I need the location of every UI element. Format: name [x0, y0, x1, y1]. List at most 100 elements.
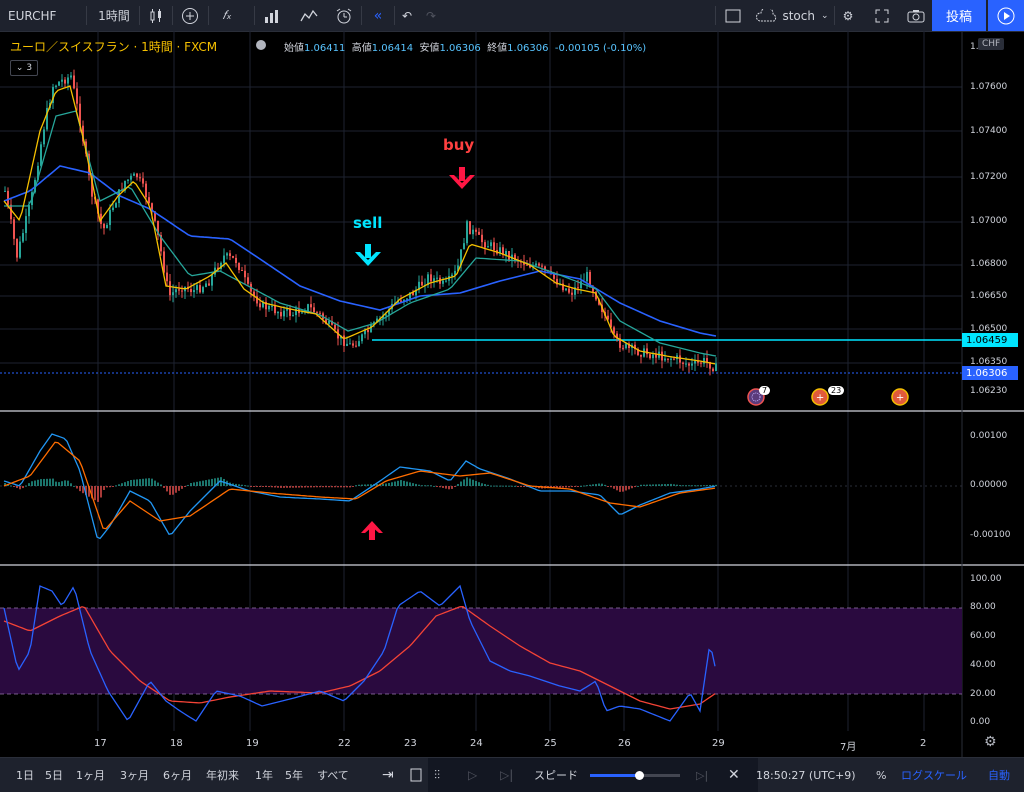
range-1d[interactable]: 1日: [16, 769, 34, 782]
candle-body: [475, 229, 477, 232]
macd-histogram-bar: [217, 477, 219, 486]
macd-histogram-bar: [277, 486, 279, 488]
candle-body: [262, 301, 264, 308]
undo-icon[interactable]: ↶: [401, 8, 413, 23]
event-icon[interactable]: +: [811, 388, 829, 406]
templates-icon[interactable]: [258, 0, 288, 31]
range-6m[interactable]: 6ヶ月: [163, 769, 192, 782]
settings-gear-icon[interactable]: ⚙: [984, 734, 997, 750]
macd-histogram-bar: [631, 486, 633, 489]
macd-histogram-bar: [679, 485, 681, 487]
candle-body: [97, 199, 99, 214]
candle-body: [196, 285, 198, 291]
macd-histogram-bar: [571, 486, 573, 488]
candle-body: [55, 85, 57, 88]
percent-toggle[interactable]: %: [876, 768, 887, 782]
log-scale-toggle[interactable]: ログスケール: [901, 769, 967, 782]
alert-clock-icon[interactable]: [330, 0, 358, 31]
indicators-icon[interactable]: 𝑓ₓ: [222, 8, 232, 22]
chart-legend-title[interactable]: ユーロ／スイスフラン · 1時間 · FXCM: [10, 38, 217, 55]
macd-histogram-bar: [391, 482, 393, 486]
range-ytd[interactable]: 年初来: [206, 769, 239, 782]
macd-histogram-bar: [646, 484, 648, 486]
macd-histogram-bar: [442, 486, 444, 488]
hide-series-icon[interactable]: [256, 40, 266, 50]
chart-canvas[interactable]: + +: [0, 31, 1024, 757]
macd-histogram-bar: [124, 482, 126, 486]
replay-select-icon[interactable]: ⫶⫶: [434, 767, 441, 782]
candle-body: [178, 289, 180, 291]
play-icon[interactable]: [988, 0, 1024, 31]
replay-play-icon[interactable]: ▷: [468, 768, 478, 782]
macd-histogram-bar: [310, 486, 312, 488]
layout-icon[interactable]: [720, 0, 746, 31]
range-3m[interactable]: 3ヶ月: [120, 769, 149, 782]
macd-histogram: [4, 477, 717, 502]
macd-histogram-bar: [637, 485, 639, 487]
macd-histogram-bar: [466, 477, 468, 486]
candle-body: [490, 242, 492, 247]
macd-histogram-bar: [322, 486, 324, 488]
range-5y[interactable]: 5年: [285, 769, 303, 782]
candle-body: [115, 203, 117, 208]
event-icon[interactable]: +: [891, 388, 909, 406]
macd-histogram-bar: [34, 480, 36, 486]
candle-body: [208, 283, 210, 286]
macd-histogram-bar: [565, 486, 567, 488]
replay-forward-icon[interactable]: ▷|: [696, 768, 709, 782]
macd-histogram-bar: [253, 486, 255, 487]
macd-histogram-bar: [145, 478, 147, 486]
symbol-button[interactable]: EURCHF: [8, 8, 57, 23]
replay-step-icon[interactable]: ▷|: [500, 768, 514, 782]
replay-box-icon[interactable]: [410, 758, 424, 792]
macd-histogram-bar: [703, 485, 705, 487]
macd-histogram-bar: [568, 486, 570, 488]
post-button[interactable]: 投稿: [932, 0, 986, 31]
macd-histogram-bar: [394, 481, 396, 486]
range-all[interactable]: すべて: [317, 769, 349, 782]
price-axis-label: 1.07400: [970, 126, 1008, 136]
macd-histogram-bar: [496, 485, 498, 487]
clock-time[interactable]: 18:50:27 (UTC+9): [756, 768, 856, 782]
range-5d[interactable]: 5日: [45, 769, 63, 782]
macd-histogram-bar: [58, 482, 60, 486]
candle-body: [91, 175, 93, 197]
macd-histogram-bar: [283, 486, 285, 488]
replay-icon[interactable]: «: [373, 7, 383, 24]
candle-body: [160, 235, 162, 252]
speed-slider-handle[interactable]: [635, 771, 644, 780]
compare-add-icon[interactable]: [176, 0, 204, 31]
close-icon[interactable]: ✕: [728, 767, 740, 783]
price-axis-label: 1.07200: [970, 172, 1008, 182]
candlestick-icon[interactable]: [142, 0, 170, 31]
fullscreen-icon[interactable]: [868, 0, 896, 31]
stoch-axis-label: 0.00: [970, 717, 991, 727]
macd-histogram-bar: [460, 481, 462, 486]
goto-date-icon[interactable]: ⇥: [382, 767, 394, 783]
range-1m[interactable]: 1ヶ月: [76, 769, 105, 782]
macd-histogram-bar: [427, 485, 429, 487]
auto-scale-toggle[interactable]: 自動: [988, 769, 1010, 782]
macd-histogram-bar: [31, 481, 33, 486]
candle-body: [481, 234, 483, 243]
macd-histogram-bar: [520, 486, 522, 487]
macd-histogram-bar: [523, 486, 525, 487]
template-select[interactable]: stoch ⌄: [752, 0, 832, 31]
candle-body: [19, 241, 21, 258]
gear-icon[interactable]: ⚙: [842, 8, 854, 23]
macd-histogram-bar: [10, 485, 12, 487]
interval-button[interactable]: 1時間: [98, 9, 130, 23]
macd-histogram-bar: [325, 486, 327, 488]
candle-body: [562, 283, 564, 291]
macd-histogram-bar: [388, 482, 390, 486]
macd-histogram-bar: [286, 486, 288, 488]
chart-type-icon[interactable]: [294, 0, 324, 31]
range-1y[interactable]: 1年: [255, 769, 273, 782]
redo-icon[interactable]: ↷: [425, 8, 437, 23]
indicator-collapse-button[interactable]: ⌄ 3: [10, 60, 38, 76]
candles: [4, 69, 717, 376]
candle-body: [514, 254, 516, 261]
speed-slider[interactable]: [590, 771, 680, 780]
macd-histogram-bar: [13, 486, 15, 487]
camera-icon[interactable]: [902, 0, 930, 31]
